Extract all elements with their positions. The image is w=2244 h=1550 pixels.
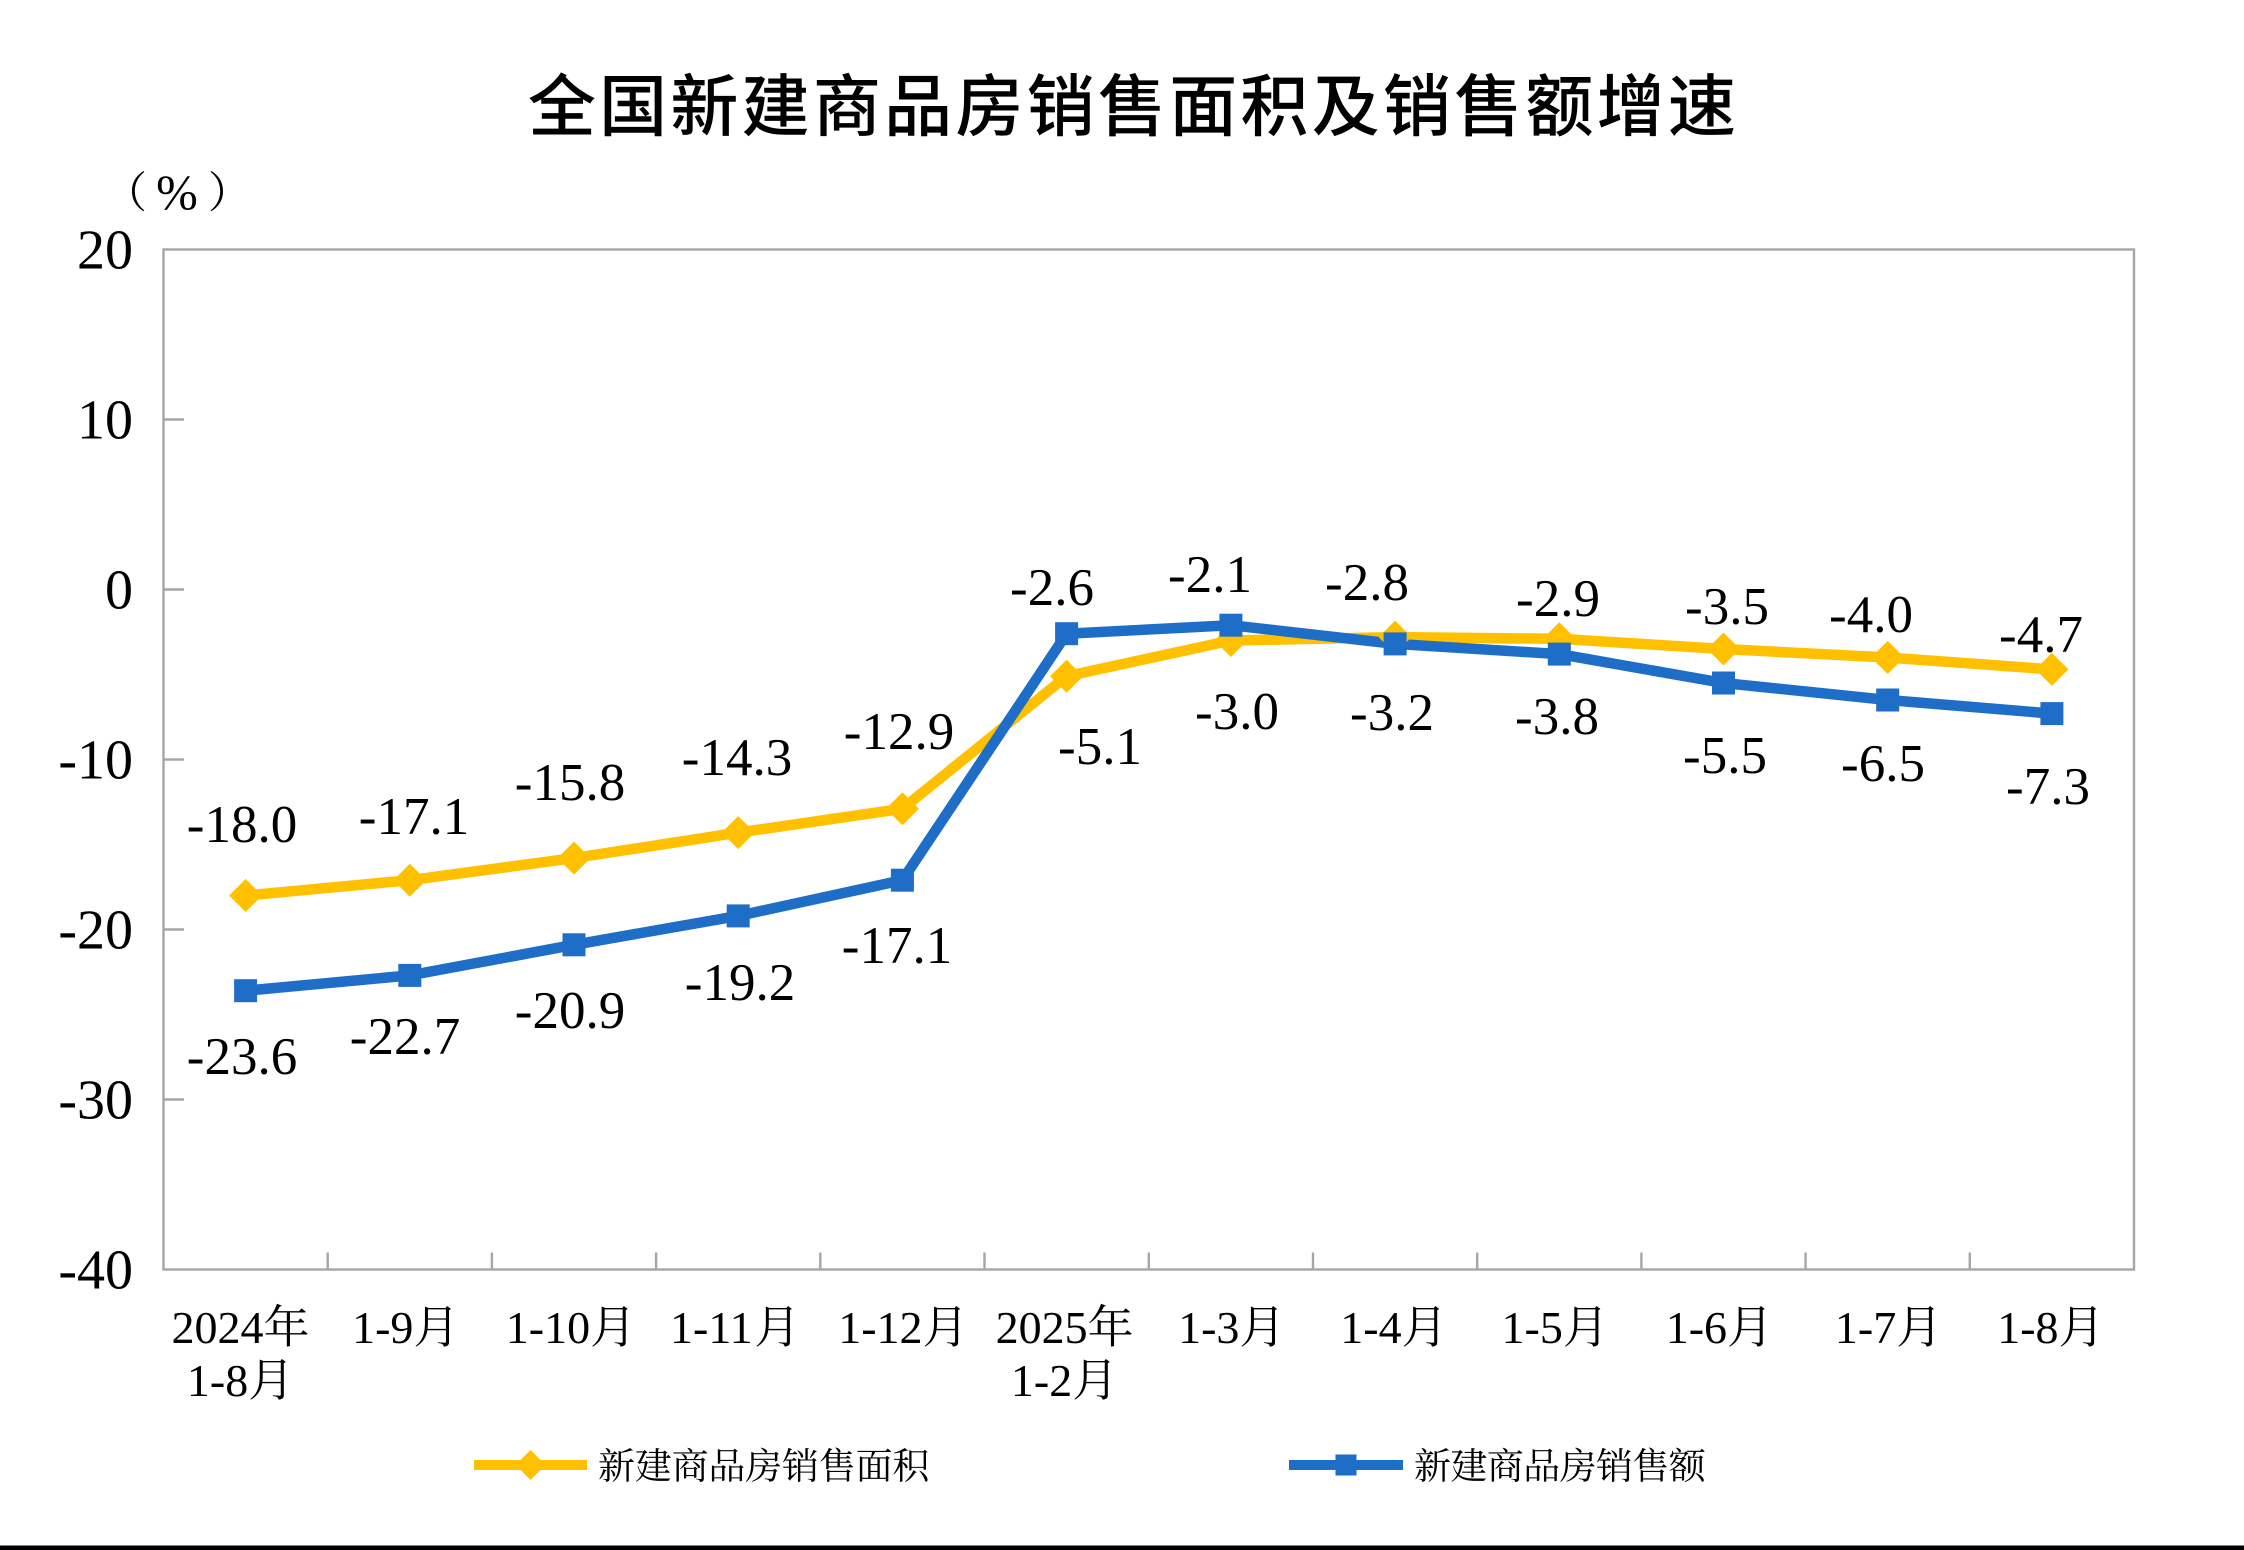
svg-text:-4.7: -4.7 (1999, 606, 2083, 664)
svg-text:-19.2: -19.2 (685, 954, 795, 1012)
svg-text:-5.5: -5.5 (1683, 727, 1767, 785)
svg-text:-18.0: -18.0 (187, 796, 297, 854)
svg-text:-5.1: -5.1 (1058, 718, 1142, 776)
svg-text:2024: 2024 (172, 1302, 264, 1353)
svg-text:-23.6: -23.6 (187, 1028, 297, 1086)
svg-text:-3.8: -3.8 (1515, 688, 1599, 746)
svg-text:-10: -10 (58, 730, 133, 792)
svg-text:1-2: 1-2 (1011, 1355, 1072, 1406)
svg-text:1-5: 1-5 (1502, 1302, 1563, 1353)
svg-text:-17.1: -17.1 (359, 788, 469, 846)
svg-text:2025: 2025 (996, 1302, 1088, 1353)
svg-text:-20.9: -20.9 (515, 982, 625, 1040)
svg-text:%: % (156, 164, 198, 220)
svg-text:1-4: 1-4 (1340, 1302, 1401, 1353)
svg-text:-2.6: -2.6 (1010, 559, 1094, 617)
svg-text:-14.3: -14.3 (682, 729, 792, 787)
svg-text:-30: -30 (58, 1070, 133, 1132)
svg-text:1-6: 1-6 (1666, 1302, 1727, 1353)
svg-text:1-7: 1-7 (1835, 1302, 1896, 1353)
svg-text:10: 10 (77, 390, 133, 452)
svg-text:1-8: 1-8 (1997, 1302, 2058, 1353)
svg-text:1-11: 1-11 (670, 1302, 753, 1353)
svg-text:-7.3: -7.3 (2006, 758, 2090, 816)
svg-text:-15.8: -15.8 (515, 754, 625, 812)
svg-text:-12.9: -12.9 (844, 703, 954, 761)
svg-text:-40: -40 (58, 1240, 133, 1302)
svg-text:-3.0: -3.0 (1195, 683, 1279, 741)
svg-text:1-10: 1-10 (506, 1302, 590, 1353)
svg-text:-3.5: -3.5 (1685, 578, 1769, 636)
svg-text:-17.1: -17.1 (842, 917, 952, 975)
svg-text:-22.7: -22.7 (350, 1008, 460, 1066)
svg-text:1-3: 1-3 (1178, 1302, 1239, 1353)
svg-text:-2.1: -2.1 (1168, 546, 1252, 604)
svg-text:-2.9: -2.9 (1516, 570, 1600, 628)
svg-text:0: 0 (105, 560, 133, 622)
svg-text:-6.5: -6.5 (1841, 735, 1925, 793)
svg-text:1-8: 1-8 (187, 1355, 248, 1406)
svg-text:1-12: 1-12 (838, 1302, 922, 1353)
svg-text:1-9: 1-9 (352, 1302, 413, 1353)
svg-text:-2.8: -2.8 (1325, 554, 1409, 612)
svg-text:20: 20 (77, 220, 133, 282)
svg-text:-3.2: -3.2 (1350, 684, 1434, 742)
svg-text:-4.0: -4.0 (1829, 586, 1913, 644)
svg-text:-20: -20 (58, 900, 133, 962)
